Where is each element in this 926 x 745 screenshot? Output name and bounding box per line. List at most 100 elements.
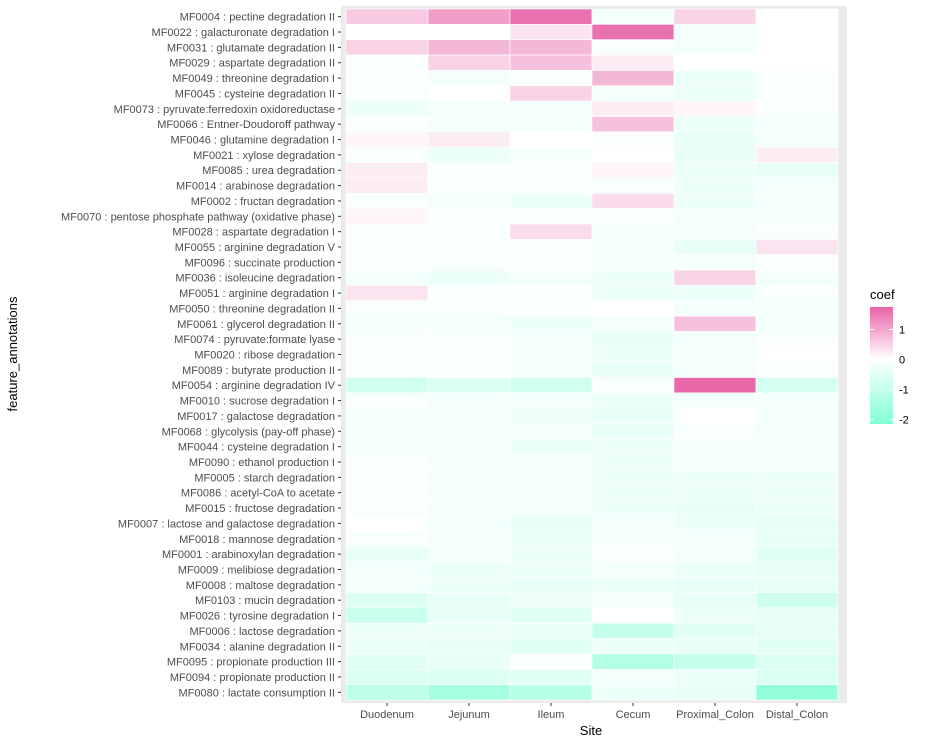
heatmap-cell xyxy=(673,39,757,56)
heatmap-cell xyxy=(755,300,839,317)
heatmap-cell xyxy=(755,254,839,271)
heatmap-cell xyxy=(509,285,593,302)
heatmap-cell xyxy=(755,684,839,701)
heatmap-cell xyxy=(673,70,757,87)
heatmap-cell xyxy=(509,8,593,25)
y-tick-label: MF0021 : xylose degradation xyxy=(193,150,335,162)
heatmap-cell xyxy=(755,407,839,424)
heatmap-cell xyxy=(345,392,429,409)
heatmap-cell xyxy=(673,653,757,670)
heatmap-cell xyxy=(755,638,839,655)
heatmap-cell xyxy=(427,546,511,563)
heatmap-cell xyxy=(345,561,429,578)
heatmap-cell xyxy=(345,146,429,163)
heatmap-cell xyxy=(345,638,429,655)
heatmap-cell xyxy=(427,668,511,685)
heatmap-cell xyxy=(427,39,511,56)
heatmap-cell xyxy=(755,438,839,455)
heatmap-cell xyxy=(591,546,675,563)
heatmap-cell xyxy=(509,100,593,117)
heatmap-cell xyxy=(673,54,757,71)
heatmap-cell xyxy=(755,592,839,609)
heatmap-cell xyxy=(345,423,429,440)
heatmap-cell xyxy=(427,162,511,179)
x-tick-label: Duodenum xyxy=(360,709,414,721)
heatmap-cells xyxy=(345,8,839,701)
heatmap-cell xyxy=(755,530,839,547)
y-tick-label: MF0090 : ethanol production I xyxy=(189,457,335,469)
heatmap-cell xyxy=(427,515,511,532)
heatmap-cell xyxy=(755,346,839,363)
heatmap-cell xyxy=(673,546,757,563)
y-tick-label: MF0045 : cysteine degradation II xyxy=(175,88,335,100)
y-tick-label: MF0049 : threonine degradation I xyxy=(172,73,335,85)
heatmap-cell xyxy=(509,192,593,209)
y-tick-label: MF0005 : starch degradation xyxy=(194,472,335,484)
heatmap-cell xyxy=(345,668,429,685)
heatmap-cell xyxy=(509,454,593,470)
y-tick-label: MF0004 : pectine degradation II xyxy=(180,12,335,24)
x-axis-ticks: Duodenum Jejunum Ileum Cecum Proximal_Colon D… xyxy=(360,703,828,721)
y-tick-label: MF0010 : sucrose degradation I xyxy=(180,396,335,408)
x-tick-label: Proximal_Colon xyxy=(676,709,754,721)
heatmap-cell xyxy=(427,85,511,102)
y-tick-label: MF0050 : threonine degradation II xyxy=(169,303,335,315)
heatmap-cell xyxy=(427,607,511,624)
heatmap-cell xyxy=(427,192,511,209)
y-tick-label: MF0103 : mucin degradation xyxy=(195,595,335,607)
heatmap-cell xyxy=(345,407,429,424)
heatmap-cell xyxy=(427,561,511,578)
heatmap-cell xyxy=(427,469,511,486)
y-tick-label: MF0085 : urea degradation xyxy=(202,165,335,177)
heatmap-cell xyxy=(427,346,511,363)
heatmap-cell xyxy=(673,208,757,225)
heatmap-cell xyxy=(591,346,675,363)
x-axis-title: Site xyxy=(580,723,602,738)
heatmap-cell xyxy=(673,116,757,133)
heatmap-cell xyxy=(345,346,429,363)
y-axis-title: feature_annotations xyxy=(5,296,20,411)
heatmap-cell xyxy=(673,285,757,302)
heatmap-cell xyxy=(591,684,675,701)
x-tick-label: Jejunum xyxy=(448,709,490,721)
heatmap-cell xyxy=(673,223,757,240)
heatmap-cell xyxy=(345,39,429,56)
heatmap-cell xyxy=(345,116,429,133)
heatmap-cell xyxy=(673,607,757,624)
heatmap-cell xyxy=(509,423,593,440)
heatmap-cell xyxy=(755,54,839,71)
y-tick-label: MF0095 : propionate production III xyxy=(167,657,335,669)
heatmap-cell xyxy=(591,607,675,624)
heatmap-cell xyxy=(591,454,675,470)
heatmap-cell xyxy=(345,269,429,286)
heatmap-cell xyxy=(591,146,675,163)
legend-colorbar xyxy=(870,307,893,424)
heatmap-cell xyxy=(509,546,593,563)
y-tick-label: MF0002 : fructan degradation xyxy=(191,196,335,208)
heatmap-cell xyxy=(673,331,757,348)
heatmap-cell xyxy=(673,592,757,609)
y-tick-label: MF0094 : propionate production II xyxy=(170,672,335,684)
heatmap-cell xyxy=(345,438,429,455)
heatmap-cell xyxy=(673,177,757,194)
heatmap-cell xyxy=(427,8,511,25)
heatmap-cell xyxy=(345,192,429,209)
heatmap-cell xyxy=(755,24,839,41)
heatmap-cell xyxy=(673,407,757,424)
y-tick-label: MF0066 : Entner-Doudoroff pathway xyxy=(157,119,335,131)
legend-tick-label: 0 xyxy=(899,355,905,367)
y-tick-label: MF0009 : melibiose degradation xyxy=(178,564,335,576)
heatmap-cell xyxy=(755,177,839,194)
heatmap-cell xyxy=(345,500,429,517)
heatmap-cell xyxy=(591,131,675,148)
heatmap-cell xyxy=(509,377,593,394)
heatmap-cell xyxy=(509,70,593,87)
heatmap-cell xyxy=(427,407,511,424)
heatmap-cell xyxy=(427,361,511,378)
heatmap-cell xyxy=(591,315,675,332)
heatmap-cell xyxy=(509,146,593,163)
heatmap-cell xyxy=(755,100,839,117)
y-axis-ticks: MF0004 : pectine degradation II MF0022 : … xyxy=(61,12,341,699)
heatmap-cell xyxy=(345,607,429,624)
heatmap-cell xyxy=(755,315,839,332)
